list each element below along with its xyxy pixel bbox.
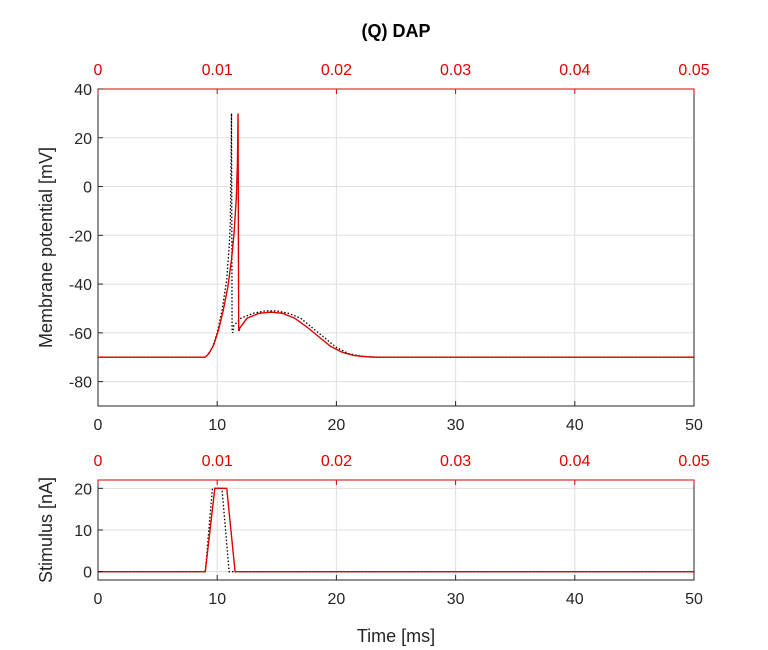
x-tick-label: 0: [94, 591, 103, 608]
y-axis-label: Membrane potential [mV]: [36, 147, 56, 348]
top-tick-label: 0.02: [321, 453, 352, 470]
model-trace-line: [98, 487, 694, 573]
y-tick-label: -40: [69, 277, 92, 294]
top-tick-label: 0.01: [202, 453, 233, 470]
x-tick-label: 10: [208, 591, 226, 608]
y-tick-label: -80: [69, 375, 92, 392]
x-tick-label: 30: [447, 417, 465, 434]
x-tick-label: 40: [566, 591, 584, 608]
model-trace-line: [98, 113, 694, 358]
membrane-axes: 0 10 20 30 40 50 0 0.01 0.02 0.03 0.04 0.05 -80 -60 -4…: [36, 62, 710, 434]
x-tick-label: 40: [566, 417, 584, 434]
top-tick-label: 0.05: [678, 453, 709, 470]
plot-frame: [97, 88, 695, 407]
stimulus-axes: 0 10 20 30 40 50 0 0.01 0.02 0.03 0.04 0.05 0 10 20 Sti…: [36, 453, 710, 646]
top-tick-label: 0.04: [559, 453, 590, 470]
x-tick-label: 30: [447, 591, 465, 608]
x-tick-label: 50: [685, 591, 703, 608]
y-tick-label: 40: [74, 82, 92, 99]
top-tick-label: 0.03: [440, 453, 471, 470]
x-tick-label: 20: [328, 417, 346, 434]
x-axis-label: Time [ms]: [357, 626, 435, 646]
top-tick-label: 0: [94, 453, 103, 470]
y-tick-label: 10: [74, 523, 92, 540]
y-tick-label: 0: [83, 180, 92, 197]
y-axis-label: Stimulus [nA]: [36, 477, 56, 583]
top-tick-label: 0.03: [440, 62, 471, 79]
chart-title: (Q) DAP: [362, 21, 431, 41]
top-tick-label: 0.01: [202, 62, 233, 79]
charts-group: 0 10 20 30 40 50 0 0.01 0.02 0.03 0.04 0.05 -80 -60 -4…: [36, 62, 710, 646]
top-tick-label: 0.04: [559, 62, 590, 79]
x-tick-label: 0: [94, 417, 103, 434]
y-tick-label: -20: [69, 228, 92, 245]
y-tick-label: 20: [74, 131, 92, 148]
y-tick-label: 20: [74, 481, 92, 498]
top-tick-label: 0.02: [321, 62, 352, 79]
y-tick-label: -60: [69, 326, 92, 343]
x-tick-label: 10: [208, 417, 226, 434]
top-tick-label: 0: [94, 62, 103, 79]
reference-trace-line: [98, 113, 694, 358]
y-tick-label: 0: [83, 565, 92, 582]
top-tick-label: 0.05: [678, 62, 709, 79]
x-tick-label: 20: [328, 591, 346, 608]
x-tick-label: 50: [685, 417, 703, 434]
